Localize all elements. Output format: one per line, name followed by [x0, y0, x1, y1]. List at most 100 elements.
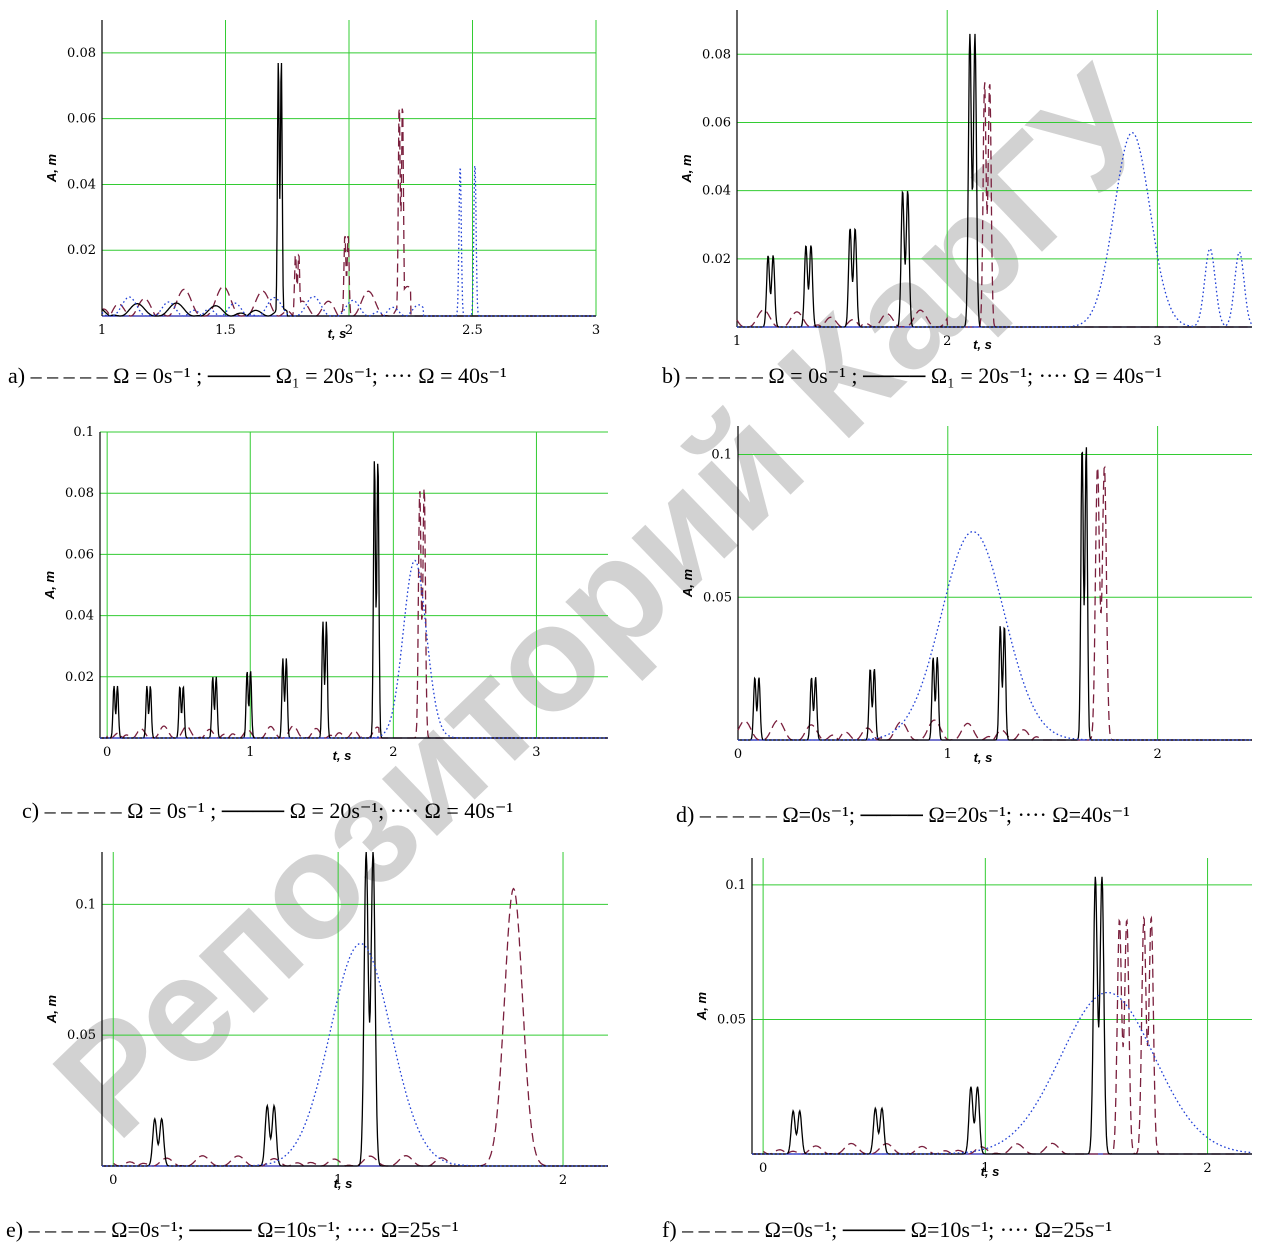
- x-tick-label: 2.5: [462, 323, 483, 338]
- caption-label: c): [22, 798, 45, 823]
- series-line-dashed: [752, 915, 1252, 1155]
- x-axis-label: t, s: [974, 750, 993, 765]
- legend-entry-omega0: Ω=0s⁻¹;: [111, 1217, 184, 1242]
- chart-panels: 1 1.5 2 2.5 3 0.02 0.04 0.06 0.08 t, s A, m a) – – …: [6, 10, 1253, 1242]
- legend-entry-omega40: Ω = 40s⁻¹: [418, 363, 507, 388]
- legend-dot-swatch: ····: [341, 1217, 381, 1242]
- y-axis-label: A, m: [44, 153, 59, 183]
- legend-entry-omega40: Ω=25s⁻¹: [381, 1217, 459, 1242]
- caption-label: f): [662, 1217, 682, 1242]
- x-tick-label: 0: [759, 1161, 767, 1176]
- x-tick-label: 1: [334, 1173, 342, 1188]
- x-axis-label: t, s: [334, 1176, 353, 1191]
- y-tick-label: 0.08: [67, 46, 96, 61]
- legend-entry-omega0: Ω = 0s⁻¹ ;: [113, 363, 202, 388]
- x-tick-label: 1: [733, 334, 741, 349]
- y-tick-label: 0.02: [67, 243, 96, 258]
- chart-panel-c: 0 1 2 3 0.02 0.04 0.06 0.08 0.1 t, s A, m c) – – – …: [22, 425, 608, 823]
- x-tick-label: 1: [981, 1161, 989, 1176]
- x-tick-label: 2: [1153, 747, 1161, 762]
- caption-label: d): [676, 802, 700, 827]
- chart-panel-f: 0 1 2 0.05 0.1 t, s A, m f) – – – – – Ω=0s⁻¹; ─…: [662, 858, 1253, 1242]
- y-tick-label: 0.06: [67, 112, 96, 127]
- y-axis-label: A, m: [42, 570, 57, 600]
- y-axis-label: A, m: [44, 994, 59, 1024]
- legend-solid-swatch: ────: [184, 1217, 257, 1242]
- legend-dash-swatch: – – – – –: [685, 363, 769, 388]
- legend-dot-swatch: ····: [1012, 802, 1052, 827]
- legend-solid-swatch: ────: [857, 363, 930, 388]
- series-line-solid: [101, 62, 596, 317]
- y-tick-label: 0.06: [702, 115, 731, 130]
- y-tick-label: 0.06: [65, 547, 94, 562]
- x-axis-label: t, s: [333, 748, 352, 763]
- y-axis-label: A, m: [694, 991, 709, 1021]
- legend-dash-swatch: – – – – –: [30, 363, 114, 388]
- legend-entry-omega40: Ω=25s⁻¹: [1035, 1217, 1113, 1242]
- watermark: Репозиторий КарГУ: [22, 36, 1186, 1168]
- y-tick-label: 0.05: [67, 1028, 96, 1043]
- legend-entry-omega40: Ω=40s⁻¹: [1052, 802, 1130, 827]
- x-tick-label: 1: [246, 745, 254, 760]
- legend-dash-swatch: – – – – –: [699, 802, 783, 827]
- series-line-dotted: [752, 991, 1253, 1155]
- x-tick-label: 3: [532, 745, 540, 760]
- y-axis-label: A, m: [679, 154, 694, 184]
- legend-entry-omega20: Ω=10s⁻¹;: [911, 1217, 995, 1242]
- chart-panel-d: 0 1 2 0.05 0.1 t, s A, m d) – – – – – Ω=0s⁻¹; ─…: [676, 426, 1252, 827]
- legend-entry-omega20: Ω₁ = 20s⁻¹;: [276, 363, 378, 388]
- chart-panel-e: 0 1 2 0.05 0.1 t, s A, m e) – – – – – Ω=0s⁻¹; ─…: [6, 851, 608, 1242]
- legend-solid-swatch: ────: [202, 363, 275, 388]
- legend-entry-omega0: Ω = 0s⁻¹ ;: [127, 798, 216, 823]
- legend-solid-swatch: ────: [837, 1217, 910, 1242]
- x-tick-label: 0: [734, 747, 742, 762]
- series-line-dashed: [737, 465, 1252, 742]
- y-tick-label: 0.04: [702, 184, 731, 199]
- x-tick-label: 2: [943, 334, 951, 349]
- legend-dot-swatch: ····: [378, 363, 418, 388]
- legend-entry-omega40: Ω = 40s⁻¹: [1073, 363, 1162, 388]
- y-tick-label: 0.04: [65, 609, 94, 624]
- x-tick-label: 3: [1153, 334, 1161, 349]
- legend-dash-swatch: – – – – –: [44, 798, 128, 823]
- series-line-dotted: [100, 559, 608, 739]
- y-tick-label: 0.1: [75, 897, 96, 912]
- caption: d) – – – – – Ω=0s⁻¹; ──── Ω=20s⁻¹; ···· …: [676, 802, 1130, 827]
- x-axis-label: t, s: [328, 326, 347, 341]
- caption: a) – – – – – Ω = 0s⁻¹ ; ──── Ω₁ = 20s⁻¹;…: [8, 363, 507, 388]
- legend-dash-swatch: – – – – –: [681, 1217, 765, 1242]
- x-tick-label: 1.5: [215, 323, 236, 338]
- x-tick-label: 2: [1203, 1161, 1211, 1176]
- x-axis-label: t, s: [973, 337, 992, 352]
- caption: b) – – – – – Ω = 0s⁻¹ ; ──── Ω₁ = 20s⁻¹;…: [662, 363, 1162, 388]
- y-tick-label: 0.05: [717, 1012, 746, 1027]
- legend-entry-omega0: Ω = 0s⁻¹ ;: [768, 363, 857, 388]
- legend-solid-swatch: ────: [216, 798, 289, 823]
- y-tick-label: 0.02: [702, 252, 731, 267]
- legend-entry-omega20: Ω₁ = 20s⁻¹;: [931, 363, 1033, 388]
- x-tick-label: 0: [103, 745, 111, 760]
- y-tick-label: 0.05: [703, 590, 732, 605]
- legend-entry-omega20: Ω=10s⁻¹;: [257, 1217, 341, 1242]
- x-tick-label: 3: [592, 323, 600, 338]
- series-line-dotted: [738, 530, 1252, 741]
- series-line-dotted: [737, 132, 1253, 328]
- y-tick-label: 0.08: [65, 486, 94, 501]
- y-tick-label: 0.1: [711, 448, 732, 463]
- x-tick-label: 1: [944, 747, 952, 762]
- y-axis-label: A, m: [680, 568, 695, 598]
- series-line-solid: [100, 461, 608, 739]
- x-tick-label: 2: [345, 323, 353, 338]
- legend-dot-swatch: ····: [1033, 363, 1073, 388]
- y-tick-label: 0.02: [65, 670, 94, 685]
- series-line-solid: [752, 876, 1252, 1155]
- legend-entry-omega20: Ω = 20s⁻¹;: [290, 798, 385, 823]
- y-tick-label: 0.1: [725, 878, 746, 893]
- series-line-dotted: [101, 165, 596, 317]
- chart-panel-a: 1 1.5 2 2.5 3 0.02 0.04 0.06 0.08 t, s A, m a) – – …: [8, 20, 600, 388]
- x-tick-label: 0: [109, 1173, 117, 1188]
- series-line-dashed: [736, 82, 1252, 328]
- caption: c) – – – – – Ω = 0s⁻¹ ; ──── Ω = 20s⁻¹; …: [22, 798, 513, 823]
- caption: e) – – – – – Ω=0s⁻¹; ──── Ω=10s⁻¹; ···· …: [6, 1217, 459, 1242]
